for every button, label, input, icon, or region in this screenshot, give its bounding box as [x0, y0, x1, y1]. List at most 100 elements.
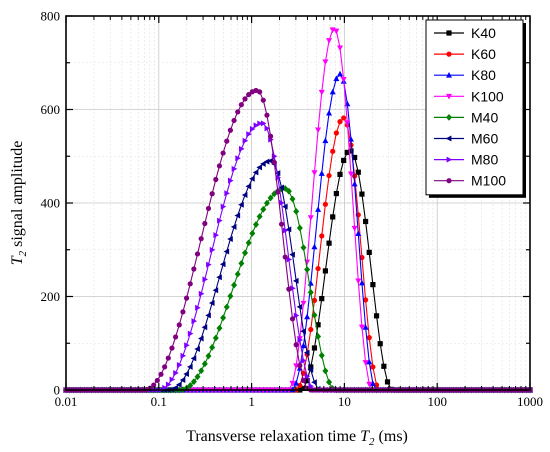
data-point-m100 — [191, 266, 197, 272]
data-point-k40 — [304, 378, 310, 384]
data-point-m100 — [187, 281, 193, 287]
data-point-m80 — [209, 246, 216, 253]
data-point-k100 — [326, 38, 333, 44]
data-point-m80 — [173, 369, 179, 376]
data-point-m40 — [212, 334, 219, 342]
legend-label-m100: M100 — [471, 173, 506, 189]
data-point-m80 — [297, 337, 304, 344]
data-point-k60 — [308, 326, 314, 333]
data-point-k80 — [300, 342, 307, 349]
data-point-k80 — [369, 380, 376, 386]
data-point-k40 — [373, 313, 380, 319]
data-point-m40 — [242, 249, 249, 257]
data-point-m40 — [315, 333, 322, 340]
legend-label-k100: K100 — [471, 88, 504, 104]
data-point-k40 — [348, 148, 354, 154]
data-point-k40 — [315, 322, 321, 328]
x-tick-label: 1 — [248, 394, 255, 409]
data-point-m40 — [187, 382, 194, 389]
data-point-m40 — [293, 208, 300, 215]
legend-marker-k80 — [446, 72, 452, 78]
legend-marker-k40 — [446, 30, 452, 36]
data-point-m100 — [242, 96, 248, 102]
data-point-k80 — [304, 313, 311, 320]
x-axis-title-sub: 2 — [369, 436, 375, 448]
data-point-m100 — [209, 191, 215, 197]
data-point-k40 — [362, 218, 369, 225]
data-point-m60 — [260, 160, 266, 167]
data-point-m100 — [227, 127, 234, 133]
data-point-m80 — [304, 373, 311, 380]
data-point-k40 — [333, 190, 339, 197]
data-point-k60 — [311, 297, 318, 303]
legend-label-m60: M60 — [471, 131, 498, 147]
data-point-m40 — [252, 221, 259, 228]
data-point-m100 — [267, 133, 274, 139]
data-point-m100 — [260, 97, 266, 103]
legend-marker-m40 — [446, 114, 452, 121]
data-point-m60 — [307, 366, 314, 373]
data-point-m40 — [260, 205, 267, 213]
data-point-k40 — [300, 385, 307, 391]
data-point-m100 — [286, 286, 292, 292]
data-point-m80 — [282, 227, 289, 234]
data-point-m80 — [184, 342, 190, 349]
legend-box — [425, 19, 524, 196]
data-point-m80 — [187, 330, 194, 337]
data-point-m40 — [263, 199, 270, 207]
data-point-m80 — [257, 120, 263, 127]
legend: K40 K60 K80 K100 M40 M60 M80 M100 — [425, 19, 526, 198]
data-point-k80 — [362, 324, 369, 330]
data-point-m80 — [180, 352, 187, 359]
data-point-k100 — [344, 120, 351, 126]
data-point-k40 — [337, 171, 343, 177]
y-axis-title: T2 signal amplitude — [9, 141, 29, 266]
data-point-k80 — [293, 380, 300, 386]
data-point-m100 — [289, 316, 296, 322]
data-point-m100 — [198, 236, 204, 242]
x-axis-title: Transverse relaxation time T2 (ms) — [186, 428, 408, 448]
data-point-m60 — [245, 183, 252, 190]
data-point-k40 — [384, 379, 391, 385]
x-tick-label: 0.1 — [151, 394, 167, 409]
legend-item-m40: M40 — [434, 109, 498, 125]
y-axis-title-suffix: signal amplitude — [9, 141, 26, 251]
data-point-m100 — [151, 382, 157, 388]
data-point-m40 — [245, 239, 252, 247]
data-point-m100 — [246, 91, 252, 98]
data-point-k80 — [355, 230, 362, 237]
data-point-m60 — [238, 201, 244, 208]
data-point-k40 — [370, 282, 376, 288]
data-point-m40 — [271, 190, 278, 198]
data-point-k40 — [326, 240, 332, 246]
axes: 0.01 0.1 1 10 100 1000 0 200 400 600 800 — [41, 9, 544, 410]
legend-label-k80: K80 — [471, 67, 496, 83]
x-tick-label: 0.01 — [55, 394, 78, 409]
data-point-m40 — [322, 367, 329, 375]
data-point-k80 — [322, 137, 329, 144]
data-point-m80 — [279, 199, 285, 206]
data-point-k100 — [358, 324, 365, 331]
data-point-m80 — [224, 190, 230, 197]
data-point-m100 — [213, 176, 219, 183]
data-point-k40 — [381, 363, 387, 369]
data-point-m60 — [208, 299, 215, 306]
data-point-m60 — [282, 203, 288, 210]
data-point-k60 — [333, 130, 339, 136]
data-point-m40 — [205, 352, 212, 360]
data-point-m60 — [223, 248, 230, 255]
data-point-m60 — [219, 261, 226, 268]
data-point-m60 — [212, 287, 219, 294]
data-point-m60 — [179, 377, 186, 384]
data-point-k40 — [359, 191, 365, 197]
data-point-k40 — [355, 169, 361, 175]
data-point-m40 — [190, 378, 197, 386]
data-point-m80 — [220, 203, 227, 210]
y-axis-title-sub: 2 — [17, 250, 29, 256]
data-point-m100 — [238, 102, 244, 108]
data-point-k60 — [319, 233, 325, 239]
x-axis-title-suffix: (ms) — [375, 428, 408, 445]
data-point-k80 — [326, 109, 333, 116]
data-point-k80 — [311, 243, 318, 250]
